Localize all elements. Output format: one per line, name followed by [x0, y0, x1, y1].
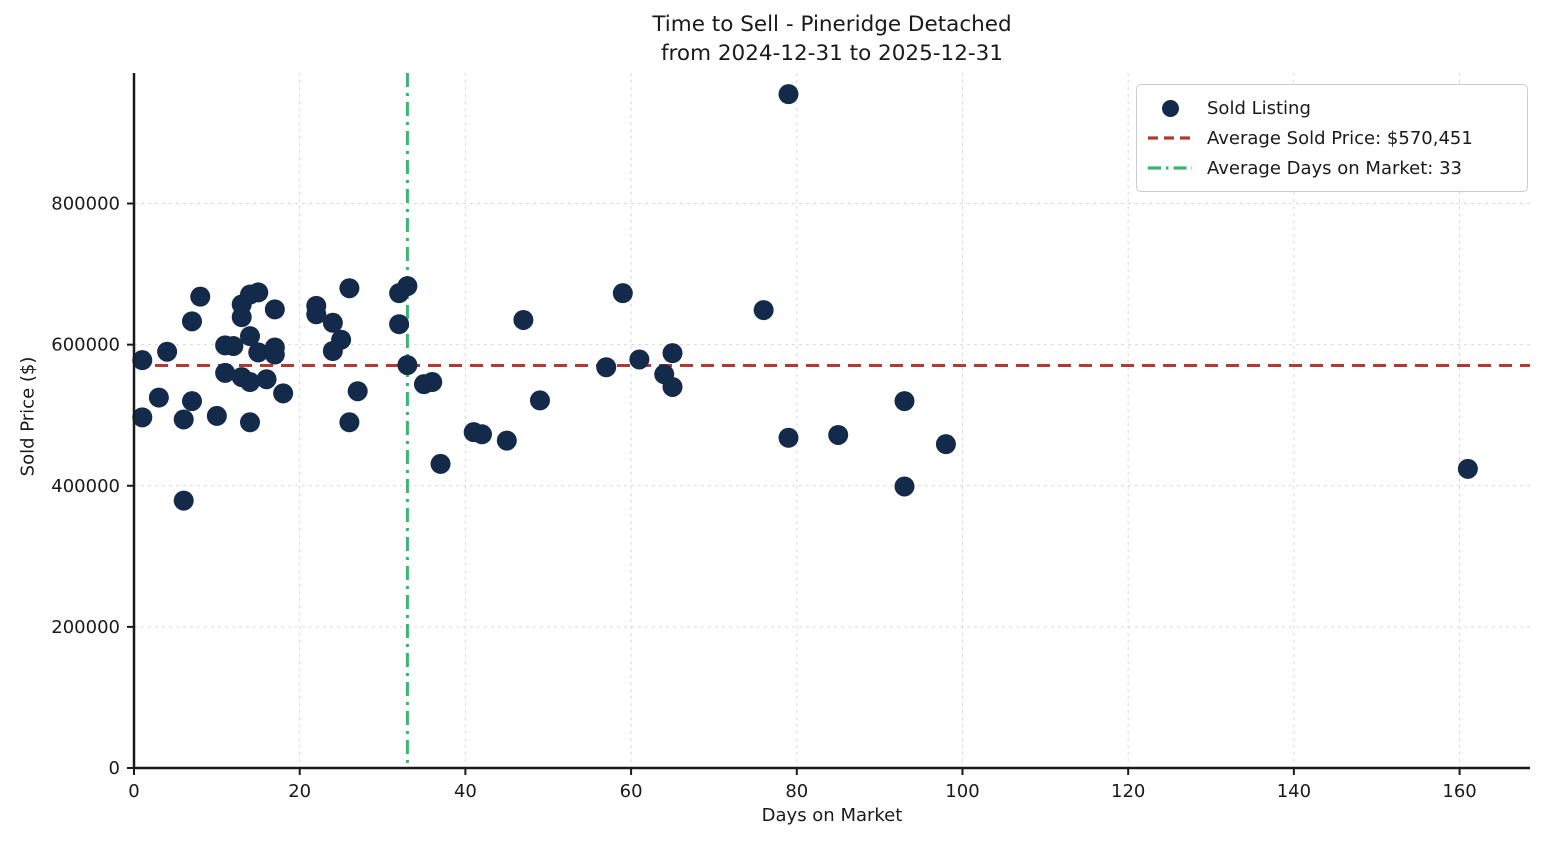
- legend: Sold Listing Average Sold Price: $570,45…: [1136, 84, 1528, 192]
- dashed-line-icon: [1147, 135, 1193, 141]
- y-axis-label: Sold Price ($): [17, 356, 39, 477]
- scatter-point: [256, 369, 277, 390]
- x-axis-label: Days on Market: [761, 805, 903, 826]
- dashdot-line-icon: [1147, 165, 1193, 171]
- scatter-point: [339, 278, 360, 299]
- scatter-point: [190, 286, 211, 307]
- scatter-point: [894, 476, 915, 497]
- scatter-point: [264, 344, 285, 365]
- scatter-point: [173, 490, 194, 511]
- scatter-point: [529, 390, 550, 411]
- scatter-point: [778, 84, 799, 105]
- scatter-point: [206, 405, 227, 426]
- scatter-point: [239, 412, 260, 433]
- scatter-point: [629, 349, 650, 370]
- scatter-point: [223, 336, 244, 357]
- scatter-point: [306, 304, 327, 325]
- scatter-point: [596, 357, 617, 378]
- x-tick-label: 40: [454, 781, 477, 802]
- scatter-point: [1457, 458, 1478, 479]
- scatter-point: [132, 407, 153, 428]
- scatter-point: [248, 342, 269, 363]
- y-tick-label: 400000: [51, 476, 120, 497]
- y-tick-label: 0: [109, 758, 120, 779]
- scatter-point: [397, 355, 418, 376]
- scatter-point: [239, 326, 260, 347]
- scatter-point: [828, 424, 849, 445]
- scatter-point: [397, 276, 418, 297]
- scatter-point: [148, 387, 169, 408]
- scatter-point: [273, 383, 294, 404]
- scatter-point: [662, 343, 683, 364]
- x-tick-label: 20: [288, 781, 311, 802]
- scatter-point: [894, 391, 915, 412]
- scatter-point: [612, 283, 633, 304]
- x-tick-label: 160: [1442, 781, 1476, 802]
- scatter-point: [173, 409, 194, 430]
- x-tick-label: 140: [1277, 781, 1311, 802]
- x-tick-label: 60: [620, 781, 643, 802]
- x-tick-label: 120: [1111, 781, 1145, 802]
- scatter-point: [181, 311, 202, 332]
- scatter-point: [322, 312, 343, 333]
- scatter-point: [248, 282, 269, 303]
- legend-item-avg-sold-price: Average Sold Price: $570,451: [1147, 123, 1515, 153]
- chart-title: Time to Sell - Pineridge Detached from 2…: [134, 10, 1530, 68]
- y-tick-label: 200000: [51, 617, 120, 638]
- y-tick-label: 800000: [51, 194, 120, 215]
- scatter-point: [322, 341, 343, 361]
- scatter-point: [662, 376, 683, 397]
- x-tick-label: 100: [945, 781, 979, 802]
- scatter-point: [471, 424, 492, 445]
- scatter-point: [935, 434, 956, 455]
- scatter-point: [215, 362, 236, 383]
- scatter-point: [239, 372, 260, 393]
- chart-title-line1: Time to Sell - Pineridge Detached: [652, 12, 1012, 37]
- x-tick-label: 0: [128, 781, 139, 802]
- scatter-point: [181, 391, 202, 412]
- scatter-point: [422, 372, 443, 393]
- scatter-point: [753, 300, 774, 321]
- scatter-point: [513, 309, 534, 330]
- chart-title-line2: from 2024-12-31 to 2025-12-31: [660, 41, 1004, 66]
- scatter-point: [157, 341, 178, 362]
- scatter-point: [778, 427, 799, 448]
- legend-label-avg-sold-price: Average Sold Price: $570,451: [1207, 127, 1473, 149]
- scatter-point: [496, 430, 517, 451]
- legend-item-sold-listing: Sold Listing: [1147, 93, 1515, 123]
- scatter-point: [347, 381, 368, 402]
- legend-label-avg-days-on-market: Average Days on Market: 33: [1207, 157, 1462, 179]
- x-tick-label: 80: [785, 781, 808, 802]
- scatter-point: [339, 412, 360, 433]
- legend-item-avg-days-on-market: Average Days on Market: 33: [1147, 153, 1515, 183]
- scatter-point: [389, 314, 410, 335]
- sold-listing-dot-icon: [1147, 99, 1193, 117]
- scatter-point: [264, 299, 285, 320]
- y-tick-label: 600000: [51, 335, 120, 356]
- scatter-point: [132, 350, 153, 371]
- legend-label-sold-listing: Sold Listing: [1207, 97, 1311, 119]
- scatter-point: [430, 453, 451, 474]
